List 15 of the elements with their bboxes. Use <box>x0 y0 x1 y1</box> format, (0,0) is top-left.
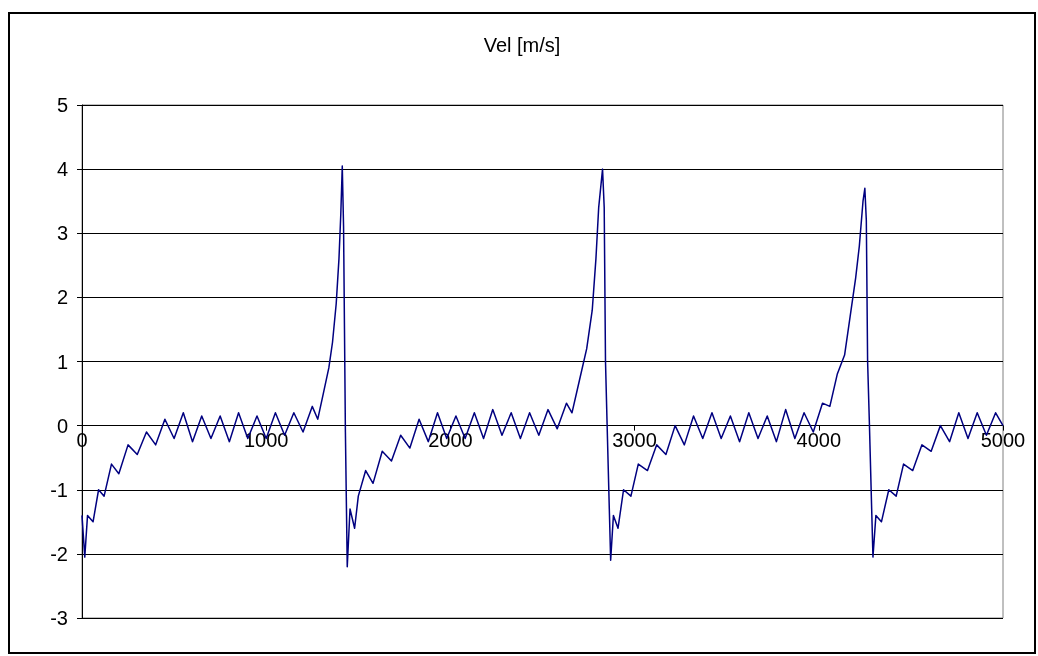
x-tick-label: 5000 <box>980 428 1026 451</box>
x-tick-label: 2000 <box>428 428 473 451</box>
y-tick-label: -1 <box>50 478 68 501</box>
x-tick-label: 4000 <box>796 428 842 451</box>
y-tick-label: 5 <box>56 94 68 116</box>
y-tick-label: 4 <box>56 158 68 181</box>
y-tick-label: 3 <box>56 222 68 245</box>
y-tick-label: 2 <box>56 286 68 309</box>
y-tick-label: -3 <box>50 607 68 629</box>
y-tick-label: -2 <box>50 542 68 565</box>
y-tick-label: 1 <box>56 350 68 373</box>
x-tick-label: 1000 <box>243 428 289 451</box>
y-tick-label: 0 <box>56 414 68 437</box>
x-tick-label: 3000 <box>612 428 657 451</box>
chart-title: Vel [m/s] <box>483 34 561 56</box>
